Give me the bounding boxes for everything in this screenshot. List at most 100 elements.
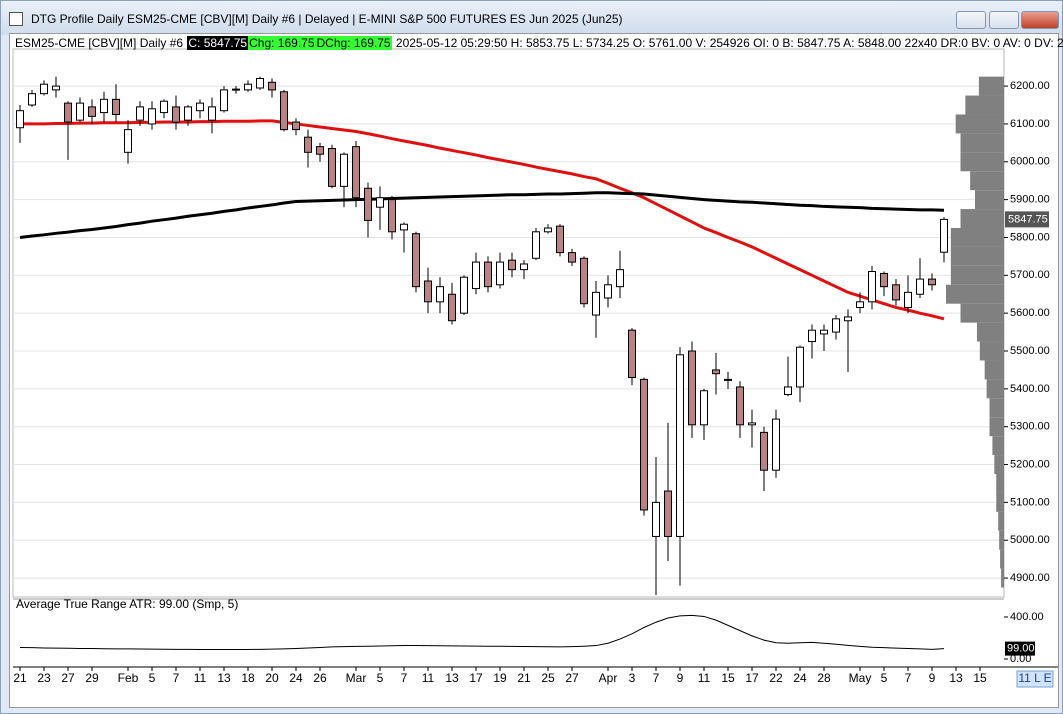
window-title: DTG Profile Daily ESM25-CME [CBV][M] Dai… xyxy=(31,12,623,26)
candle-body xyxy=(232,88,240,91)
candle-body xyxy=(664,490,672,537)
y-tick-label: 6200.00 xyxy=(1010,80,1050,92)
candle-body xyxy=(436,286,444,303)
profile-bar xyxy=(984,360,1004,380)
candle-body xyxy=(880,272,888,288)
x-tick-label: 26 xyxy=(313,671,327,685)
x-tick-label: 24 xyxy=(793,671,807,685)
x-tick-label: 21 xyxy=(13,671,27,685)
y-tick-label: 5500.00 xyxy=(1010,345,1050,357)
x-tick-label: Feb xyxy=(118,671,139,685)
candle-body xyxy=(148,108,156,125)
profile-bar xyxy=(970,171,1004,191)
candle-body xyxy=(820,329,828,335)
x-tick-label: 7 xyxy=(401,671,408,685)
candle-body xyxy=(424,280,432,303)
x-tick-label: 28 xyxy=(817,671,831,685)
candle-body xyxy=(760,431,768,471)
x-tick-label: 29 xyxy=(85,671,99,685)
candle-body xyxy=(808,329,816,343)
atr-value-box xyxy=(1005,641,1035,656)
x-tick-label: 5 xyxy=(377,671,384,685)
candle-body xyxy=(928,278,936,286)
candle-body xyxy=(772,418,780,471)
x-tick-label: 11 xyxy=(698,671,711,685)
x-tick-label: 21 xyxy=(517,671,531,685)
x-tick-label: 5 xyxy=(149,671,156,685)
profile-bar xyxy=(946,284,1004,304)
candle-body xyxy=(196,102,204,112)
candle-body xyxy=(280,91,288,131)
x-tick-label: 20 xyxy=(265,671,279,685)
y-tick-label: 400.00 xyxy=(1010,611,1044,623)
y-tick-label: 5700.00 xyxy=(1010,269,1050,281)
candle-body xyxy=(508,259,516,271)
profile-bar xyxy=(965,95,1004,115)
candle-body xyxy=(208,106,216,121)
candle-body xyxy=(256,78,264,89)
candle-body xyxy=(688,350,696,426)
candle-body xyxy=(628,329,636,378)
profile-bar xyxy=(960,152,1004,172)
restore-button[interactable] xyxy=(989,11,1019,29)
y-tick-label: 6000.00 xyxy=(1010,156,1050,168)
x-tick-label: Apr xyxy=(599,671,618,685)
x-tick-label: 27 xyxy=(565,671,579,685)
candle-body xyxy=(136,106,144,121)
candle-body xyxy=(100,98,108,114)
candle-body xyxy=(268,81,276,91)
candle-body xyxy=(88,106,96,117)
chart: 4900.005000.005100.005200.005300.005400.… xyxy=(12,48,1058,688)
x-tick-label: 3 xyxy=(629,671,636,685)
moving-average xyxy=(19,191,945,239)
candle-body xyxy=(340,153,348,187)
candle-body xyxy=(184,106,192,121)
x-tick-label: 13 xyxy=(217,671,231,685)
candle-body xyxy=(592,291,600,316)
profile-bar xyxy=(989,398,1004,418)
x-tick-label: 15 xyxy=(973,671,987,685)
candle-body xyxy=(556,225,564,254)
profile-bar xyxy=(989,417,1004,437)
profile-bar xyxy=(996,492,1004,512)
profile-bar xyxy=(955,114,1004,134)
x-tick-label: 17 xyxy=(745,671,759,685)
y-tick-label: 5600.00 xyxy=(1010,307,1050,319)
candle-body xyxy=(244,83,252,91)
candle-body xyxy=(736,386,744,426)
minimize-button[interactable] xyxy=(956,11,986,29)
candle-body xyxy=(580,257,588,305)
candle-body xyxy=(796,346,804,388)
candle-body xyxy=(784,386,792,396)
profile-bar xyxy=(999,530,1004,550)
y-tick-label: 5000.00 xyxy=(1010,534,1050,546)
app-icon xyxy=(9,12,23,26)
x-tick-label: 13 xyxy=(445,671,459,685)
profile-bar xyxy=(994,455,1004,475)
candle-body xyxy=(916,278,924,295)
candle-body xyxy=(352,146,360,199)
candle-body xyxy=(844,316,852,322)
candle-body xyxy=(292,121,300,131)
x-tick-label: 22 xyxy=(769,671,783,685)
chart-panel: 4900.00 5000.00 5100.00 5200.00 5300.00 5400.… xyxy=(9,33,1063,708)
candle-body xyxy=(616,269,624,288)
x-tick-label: 24 xyxy=(289,671,303,685)
candle-body xyxy=(304,136,312,153)
candle-body xyxy=(64,102,72,123)
x-tick-label: Mar xyxy=(346,671,367,685)
candle-body xyxy=(376,197,384,208)
dchange-box: DChg: 169.75 xyxy=(315,36,392,50)
candle-body xyxy=(172,106,180,123)
close-button[interactable] xyxy=(1021,11,1059,29)
panel-title: Average True Range ATR: 99.00 (Smp, 5) xyxy=(16,597,238,611)
candle-body xyxy=(16,110,24,129)
x-tick-label: 13 xyxy=(949,671,963,685)
candle-body xyxy=(676,354,684,537)
title-bar: DTG Profile Daily ESM25-CME [CBV][M] Dai… xyxy=(1,1,1062,35)
y-tick-label: 5100.00 xyxy=(1010,496,1050,508)
x-tick-label: 5 xyxy=(881,671,888,685)
last-price-label: 5847.75 xyxy=(1008,213,1048,225)
profile-bar xyxy=(950,228,1004,247)
